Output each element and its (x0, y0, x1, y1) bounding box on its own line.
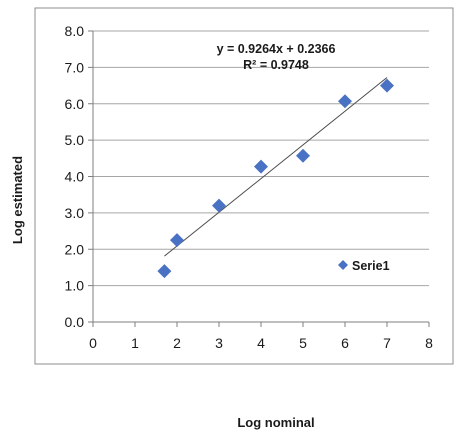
y-tick-label: 2.0 (65, 241, 85, 257)
r-squared-label: R² = 0.9748 (243, 58, 309, 72)
y-tick-label: 8.0 (65, 23, 85, 39)
x-tick-label: 3 (215, 335, 223, 351)
x-axis-title: Log nominal (237, 415, 314, 430)
data-point (338, 94, 352, 109)
y-tick-label: 6.0 (65, 96, 85, 112)
x-tick-label: 1 (131, 335, 139, 351)
data-point (157, 264, 172, 279)
data-point (380, 78, 394, 93)
x-tick-label: 0 (89, 335, 97, 351)
x-tick-label: 6 (341, 335, 349, 351)
axes (88, 30, 430, 327)
trendline-group (164, 77, 388, 257)
gridlines (93, 30, 429, 287)
x-tick-label: 4 (257, 335, 265, 351)
y-tick-label: 7.0 (65, 59, 85, 75)
data-point (212, 198, 226, 213)
y-tick-label: 3.0 (65, 205, 85, 221)
y-tick-label: 4.0 (65, 169, 85, 185)
legend-marker-icon (338, 260, 348, 270)
y-tick-labels: 0.0 1.0 2.0 3.0 4.0 5.0 6.0 7.0 8.0 (65, 23, 85, 330)
x-tick-label: 2 (173, 335, 181, 351)
y-axis-title: Log estimated (10, 156, 25, 244)
data-point (254, 159, 268, 174)
x-tick-labels: 0 1 2 3 4 5 6 7 8 (89, 335, 433, 351)
x-tick-label: 5 (299, 335, 307, 351)
x-tick-label: 7 (383, 335, 391, 351)
data-point (170, 233, 184, 248)
data-points (157, 78, 394, 279)
trendline (164, 77, 388, 257)
data-point (296, 148, 310, 163)
trendline-equation: y = 0.9264x + 0.2366 (217, 42, 336, 56)
legend-label: Serie1 (352, 259, 390, 273)
y-tick-label: 0.0 (65, 314, 85, 330)
y-tick-label: 1.0 (65, 278, 85, 294)
legend: Serie1 (338, 259, 390, 273)
x-tick-label: 8 (425, 335, 433, 351)
y-tick-label: 5.0 (65, 132, 85, 148)
